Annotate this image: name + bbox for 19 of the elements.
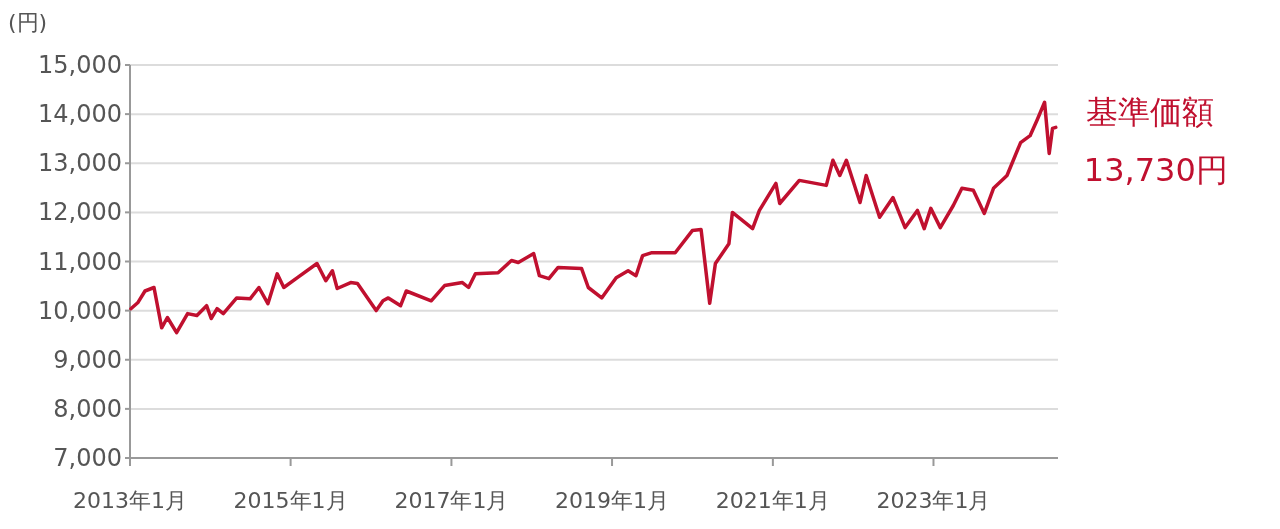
line-series [129, 100, 1058, 335]
y-tick-label: 10,000 [38, 296, 122, 325]
y-tick-label: 11,000 [38, 247, 122, 276]
y-tick-label: 15,000 [38, 51, 122, 79]
x-tick-label: 2017年1月 [394, 488, 509, 513]
x-tick-label: 2021年1月 [715, 488, 830, 513]
x-tick-label: 2019年1月 [555, 488, 670, 513]
y-tick-label: 7,000 [53, 444, 122, 472]
y-tick-label: 9,000 [53, 345, 122, 374]
x-tick-label: 2013年1月 [73, 488, 187, 513]
y-axis-title: (円) [8, 10, 48, 35]
x-tick-label: 2023年1月 [876, 488, 991, 513]
y-tick-label: 14,000 [38, 100, 122, 129]
annotation: 13,730円 [1083, 151, 1228, 190]
y-tick-label: 13,000 [38, 149, 122, 178]
y-tick-label: 8,000 [53, 394, 122, 423]
x-tick-label: 2015年1月 [233, 488, 348, 513]
y-tick-label: 12,000 [38, 198, 122, 227]
series-label: 基準価額 [1086, 93, 1214, 132]
